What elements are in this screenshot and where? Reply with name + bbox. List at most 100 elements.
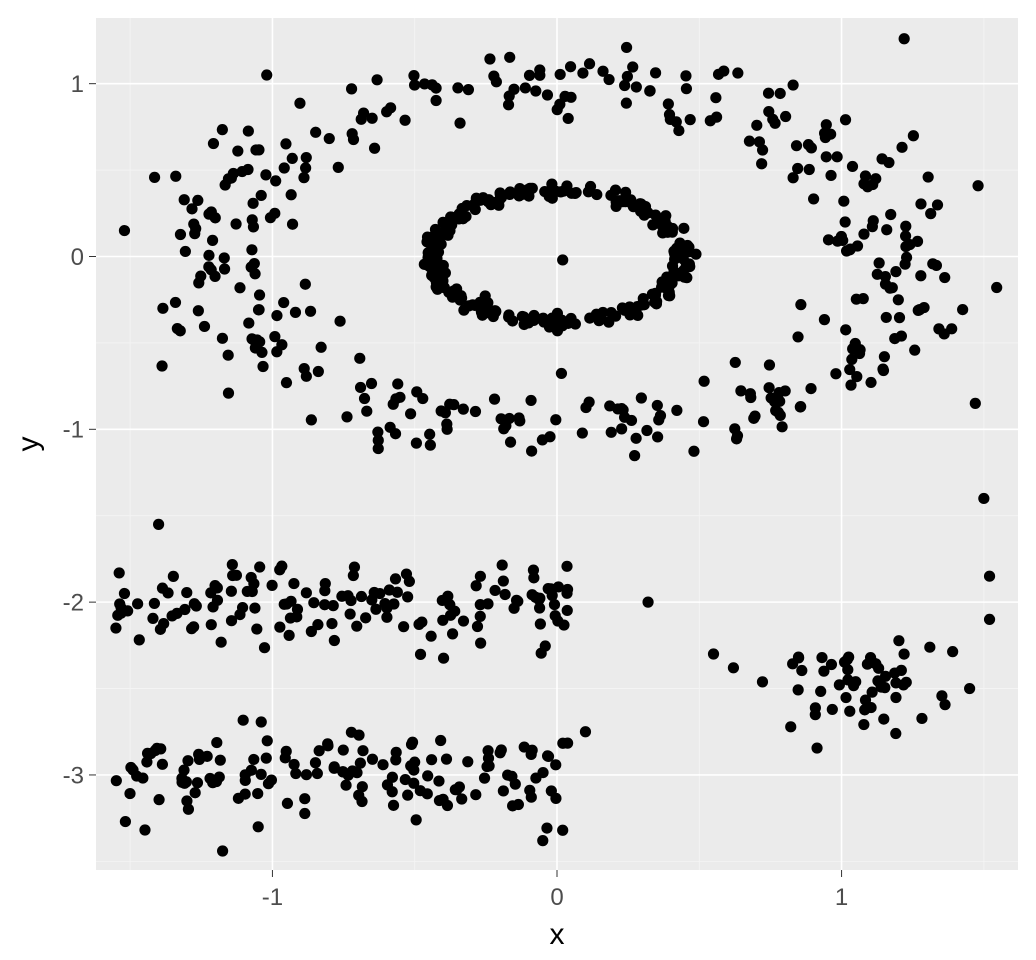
data-point — [458, 404, 469, 415]
data-point — [685, 114, 696, 125]
data-point — [192, 777, 203, 788]
data-point — [387, 786, 398, 797]
data-point — [896, 142, 907, 153]
data-point — [381, 612, 392, 623]
data-point — [899, 648, 910, 659]
data-point — [442, 424, 453, 435]
data-point — [157, 759, 168, 770]
data-point — [211, 737, 222, 748]
data-point — [705, 115, 716, 126]
data-point — [280, 138, 291, 149]
data-point — [881, 312, 892, 323]
data-point — [137, 772, 148, 783]
data-point — [452, 82, 463, 93]
data-point — [207, 601, 218, 612]
data-point — [252, 788, 263, 799]
data-point — [134, 634, 145, 645]
data-point — [603, 74, 614, 85]
data-point — [644, 85, 655, 96]
data-point — [893, 635, 904, 646]
data-point — [664, 109, 675, 120]
data-point — [168, 571, 179, 582]
data-point — [114, 567, 125, 578]
data-point — [879, 351, 890, 362]
data-point — [256, 769, 267, 780]
data-point — [540, 640, 551, 651]
data-point — [360, 612, 371, 623]
data-point — [745, 388, 756, 399]
data-point — [426, 631, 437, 642]
data-point — [433, 775, 444, 786]
data-point — [450, 784, 461, 795]
data-point — [388, 800, 399, 811]
data-point — [505, 437, 516, 448]
data-point — [253, 144, 264, 155]
data-point — [305, 306, 316, 317]
data-point — [400, 774, 411, 785]
data-point — [792, 163, 803, 174]
data-point — [580, 726, 591, 737]
data-point — [261, 753, 272, 764]
data-point — [984, 571, 995, 582]
data-point — [858, 229, 869, 240]
data-point — [435, 735, 446, 746]
data-point — [848, 680, 859, 691]
data-point — [147, 613, 158, 624]
data-point — [247, 586, 258, 597]
data-point — [189, 228, 200, 239]
data-point — [472, 621, 483, 632]
data-point — [795, 299, 806, 310]
data-point — [621, 98, 632, 109]
data-point — [314, 745, 325, 756]
data-point — [899, 259, 910, 270]
data-point — [243, 125, 254, 136]
data-point — [924, 642, 935, 653]
data-point — [622, 196, 633, 207]
data-point — [649, 297, 660, 308]
data-point — [231, 570, 242, 581]
data-point — [840, 692, 851, 703]
data-point — [858, 293, 869, 304]
data-point — [301, 769, 312, 780]
data-point — [141, 756, 152, 767]
data-point — [890, 728, 901, 739]
data-point — [880, 279, 891, 290]
data-point — [284, 630, 295, 641]
data-point — [470, 789, 481, 800]
data-point — [490, 306, 501, 317]
data-point — [475, 638, 486, 649]
data-point — [635, 201, 646, 212]
data-point — [868, 215, 879, 226]
y-axis-title: y — [12, 437, 45, 452]
data-point — [978, 493, 989, 504]
x-tick-label: -1 — [262, 884, 283, 911]
data-point — [280, 752, 291, 763]
data-point — [844, 706, 855, 717]
data-point — [537, 767, 548, 778]
data-point — [840, 114, 851, 125]
data-point — [402, 790, 413, 801]
data-point — [206, 206, 217, 217]
data-point — [112, 610, 123, 621]
data-point — [398, 621, 409, 632]
data-point — [294, 98, 305, 109]
data-point — [544, 431, 555, 442]
data-point — [616, 423, 627, 434]
data-point — [170, 297, 181, 308]
data-point — [710, 92, 721, 103]
data-point — [392, 378, 403, 389]
data-point — [392, 587, 403, 598]
data-point — [513, 412, 524, 423]
data-point — [805, 383, 816, 394]
y-tick-label: -3 — [63, 762, 84, 789]
data-point — [984, 614, 995, 625]
data-point — [729, 423, 740, 434]
data-point — [206, 619, 217, 630]
data-point — [497, 559, 508, 570]
data-point — [839, 657, 850, 668]
data-point — [411, 438, 422, 449]
data-point — [299, 793, 310, 804]
data-point — [550, 414, 561, 425]
data-point — [301, 152, 312, 163]
data-point — [193, 277, 204, 288]
